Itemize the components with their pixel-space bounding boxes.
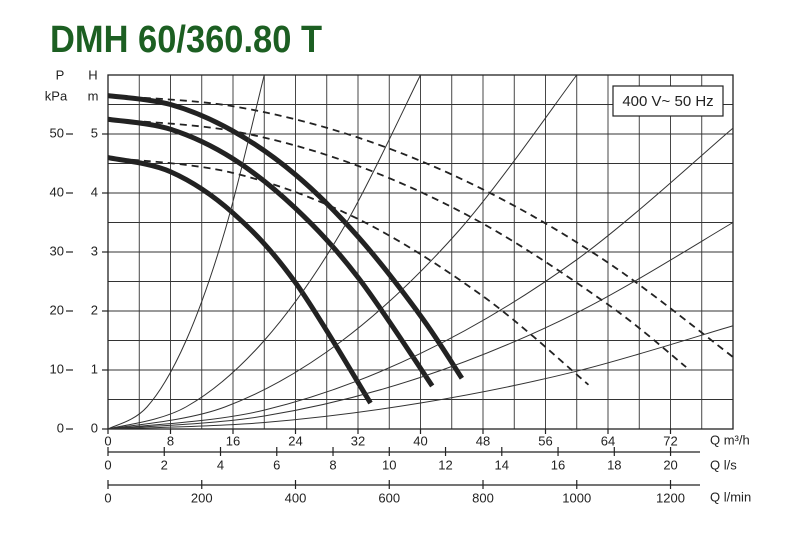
y-tick-label: 0 (91, 420, 98, 435)
x3-tick-label: 400 (285, 490, 307, 505)
x3-tick-label: 1200 (656, 490, 685, 505)
y-tick-label: 2 (91, 302, 98, 317)
x3-tick-label: 200 (191, 490, 213, 505)
y2-tick-label: 50 (50, 125, 64, 140)
x3-label: Q l/min (710, 489, 751, 504)
y-tick-label: 3 (91, 243, 98, 258)
x3-tick-label: 1000 (562, 490, 591, 505)
x-tick-label: 48 (476, 433, 490, 448)
y2-tick-label: 10 (50, 361, 64, 376)
curve-thick (107, 155, 373, 405)
x2-label: Q l/s (710, 457, 737, 472)
y2-tick-label: 40 (50, 184, 64, 199)
curve-thick (107, 116, 435, 388)
x-tick-label: 24 (288, 433, 302, 448)
x2-tick-label: 0 (104, 457, 111, 472)
x-tick-label: 56 (538, 433, 552, 448)
annotation-box (612, 85, 724, 117)
x-tick-label: 40 (413, 433, 427, 448)
x-tick-label: 8 (167, 433, 174, 448)
x2-tick-label: 4 (217, 457, 224, 472)
curve-dashed (107, 94, 734, 358)
x-label: Q m³/h (710, 432, 750, 447)
y2-unit: kPa (45, 88, 68, 103)
x-tick-label: 64 (601, 433, 615, 448)
x2-tick-label: 16 (551, 457, 565, 472)
y-tick-label: 5 (91, 125, 98, 140)
y2-tick-label: 0 (57, 420, 64, 435)
curve-dashed (107, 118, 687, 368)
curve-thick (107, 93, 464, 380)
y2-label: P (56, 67, 65, 82)
y-tick-label: 4 (91, 184, 98, 199)
x-tick-label: 32 (351, 433, 365, 448)
x3-tick-label: 600 (378, 490, 400, 505)
chart-title: DMH 60/360.80 T (50, 19, 322, 61)
y2-tick-label: 20 (50, 302, 64, 317)
x2-tick-label: 12 (438, 457, 452, 472)
y-unit: m (88, 88, 99, 103)
x2-tick-label: 20 (663, 457, 677, 472)
x2-tick-label: 14 (495, 457, 509, 472)
x-tick-label: 0 (104, 433, 111, 448)
curve-dashed (107, 156, 590, 386)
x-tick-label: 72 (663, 433, 677, 448)
curve-thin (107, 325, 734, 430)
x3-tick-label: 0 (104, 490, 111, 505)
curve-thin (107, 127, 734, 430)
x2-tick-label: 18 (607, 457, 621, 472)
x3-tick-label: 800 (472, 490, 494, 505)
x2-tick-label: 6 (273, 457, 280, 472)
x-tick-label: 16 (226, 433, 240, 448)
curve-thin (107, 74, 578, 430)
x2-tick-label: 10 (382, 457, 396, 472)
curve-thin (107, 74, 421, 430)
y2-tick-label: 30 (50, 243, 64, 258)
curve-thin (107, 222, 734, 430)
curve-thin (107, 74, 265, 430)
y-label: H (88, 67, 97, 82)
y-tick-label: 1 (91, 361, 98, 376)
annotation: 400 V~ 50 Hz (622, 93, 713, 110)
x2-tick-label: 2 (161, 457, 168, 472)
x2-tick-label: 8 (329, 457, 336, 472)
